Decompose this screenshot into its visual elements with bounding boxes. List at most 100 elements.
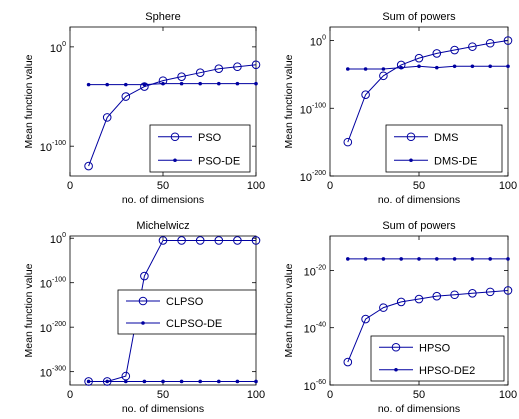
data-point-dms (432, 49, 442, 58)
data-point-pso (233, 62, 242, 72)
legend-label: CLPSO-DE (166, 318, 222, 330)
y-tick-base: 10 (50, 234, 62, 246)
data-point-pso (214, 64, 224, 74)
data-point-dms-de (435, 65, 439, 70)
data-point-pso (140, 82, 149, 91)
x-tick-label: 0 (327, 180, 333, 192)
data-point-dms-de (346, 67, 350, 71)
y-tick-label: 10-200 (40, 321, 66, 335)
y-tick-exponent: -100 (52, 140, 66, 147)
data-point-hpso-de2 (399, 257, 404, 261)
legend-marker (173, 158, 177, 163)
y-tick-exponent: 0 (62, 232, 66, 239)
data-point-dms-de (452, 64, 457, 69)
data-point-hpso-de2 (435, 257, 439, 261)
x-tick-label: 50 (157, 180, 169, 192)
y-tick-exponent: -40 (316, 322, 326, 329)
y-tick-label: 100 (50, 232, 66, 246)
legend: CLPSO CLPSO-DE (117, 289, 257, 335)
data-point-clpso-de (254, 379, 258, 384)
y-tick-label: 10-60 (304, 379, 326, 393)
legend-marker (141, 321, 145, 325)
y-tick-exponent: -100 (312, 102, 326, 109)
y-tick-base: 10 (40, 142, 52, 154)
data-point-pso (102, 113, 112, 122)
x-tick-label: 0 (67, 389, 73, 401)
data-point-pso (177, 72, 186, 81)
y-tick-base: 10 (300, 104, 312, 116)
data-point-pso-de (124, 82, 128, 87)
y-tick-label: 100 (310, 35, 326, 49)
legend: PSO PSO-DE (149, 124, 251, 173)
chart-title: Sum of powers (382, 220, 456, 232)
chart-title: Michelwicz (136, 220, 189, 232)
legend-box (149, 124, 251, 173)
series-line-pso-de (88, 83, 256, 86)
data-point-clpso-de (198, 379, 202, 384)
series-line-clpso (88, 239, 256, 382)
x-axis-label: no. of dimensions (122, 194, 204, 206)
data-point-pso-de (217, 81, 221, 86)
x-tick-label: 100 (247, 180, 265, 192)
data-point-pso (251, 60, 261, 70)
data-point-hpso (432, 291, 442, 301)
y-tick-exponent: -200 (52, 321, 66, 328)
data-point-pso-de (86, 82, 91, 87)
data-point-clpso-de (86, 379, 91, 384)
data-point-hpso-de2 (488, 257, 493, 261)
data-point-pso-de (179, 81, 184, 86)
data-point-clpso-de (161, 379, 165, 384)
y-axis-label: Mean function value (283, 54, 295, 148)
data-point-dms-de (488, 64, 493, 69)
data-point-clpso-de (142, 379, 147, 384)
data-point-hpso (450, 290, 459, 300)
data-point-clpso-de (124, 379, 128, 384)
data-point-clpso (158, 236, 168, 245)
data-point-hpso (379, 303, 388, 312)
data-point-clpso (177, 236, 186, 245)
data-point-dms (379, 71, 388, 81)
data-point-dms (468, 42, 477, 51)
legend-marker (170, 132, 180, 142)
data-point-pso-de (198, 81, 202, 86)
x-tick-label: 100 (499, 389, 517, 401)
data-point-hpso (468, 289, 477, 298)
x-axis-label: no. of dimensions (378, 194, 460, 206)
y-tick-exponent: 0 (322, 35, 326, 42)
y-tick-base: 10 (304, 324, 316, 336)
y-tick-label: 10-300 (40, 366, 66, 380)
legend-marker (391, 342, 401, 352)
data-point-hpso-de2 (346, 257, 350, 261)
y-axis-label: Mean function value (283, 263, 295, 357)
y-tick-label: 10-40 (304, 322, 326, 336)
y-tick-base: 10 (50, 43, 62, 55)
legend-label: DMS (434, 132, 458, 144)
series-line-pso (88, 64, 257, 167)
data-point-hpso (343, 357, 353, 367)
legend-label: PSO-DE (198, 155, 240, 167)
data-point-hpso-de2 (381, 257, 386, 261)
y-tick-label: 10-20 (304, 264, 326, 278)
data-point-dms-de (381, 67, 386, 71)
data-point-dms-de (399, 65, 404, 70)
y-tick-label: 10-100 (40, 277, 66, 291)
data-point-clpso-de (105, 379, 109, 384)
data-point-hpso-de2 (452, 257, 457, 261)
legend-box (370, 335, 505, 382)
x-axis-label: no. of dimensions (122, 403, 204, 415)
y-tick-label: 100 (50, 41, 66, 55)
data-point-dms (414, 53, 424, 63)
data-point-dms (485, 38, 495, 48)
data-point-dms-de (470, 64, 475, 69)
data-point-dms-de (506, 64, 510, 69)
y-tick-label: 10-100 (300, 102, 326, 116)
x-tick-label: 100 (499, 180, 517, 192)
x-tick-label: 50 (413, 180, 425, 192)
data-point-pso-de (235, 81, 240, 86)
data-point-pso-de (161, 81, 165, 86)
legend-marker (409, 158, 413, 163)
data-point-clpso (214, 236, 224, 245)
